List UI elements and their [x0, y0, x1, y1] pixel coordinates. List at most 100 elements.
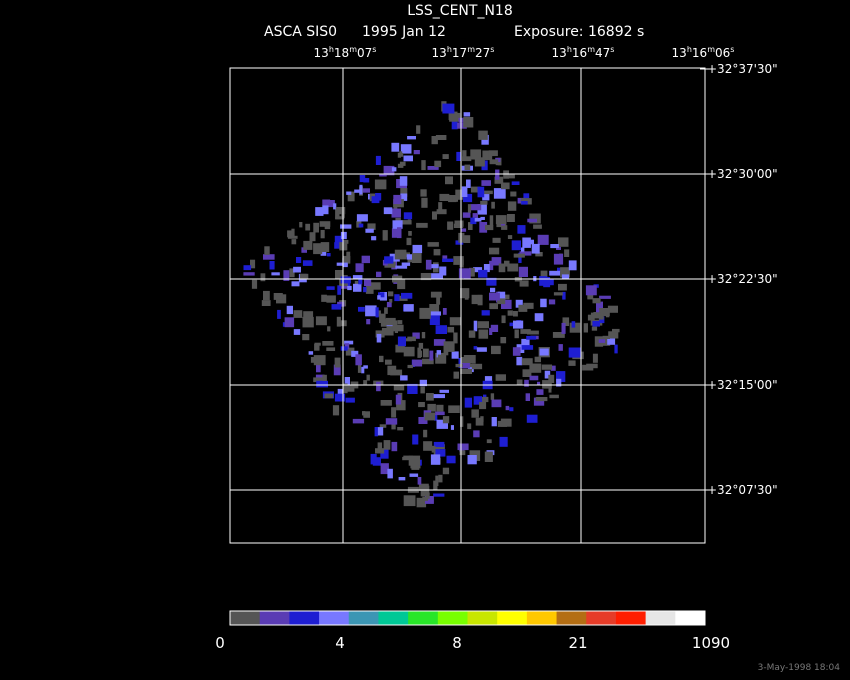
pixel-blob [340, 276, 351, 284]
pixel-blob [542, 380, 552, 389]
pixel-blob [326, 200, 335, 208]
pixel-blob [463, 355, 476, 364]
pixel-blob [327, 326, 331, 332]
pixel-blob [478, 329, 489, 339]
pixel-blob [497, 420, 507, 427]
ra-label-part: m [349, 45, 357, 54]
pixel-blob [261, 300, 271, 306]
pixel-blob [426, 393, 434, 401]
pixel-blob [356, 214, 368, 222]
pixel-blob [412, 359, 423, 367]
pixel-blob [473, 267, 483, 273]
pixel-blob [591, 326, 598, 331]
pixel-blob [529, 239, 534, 245]
pixel-blob [418, 402, 425, 408]
pixel-blob [420, 485, 430, 497]
pixel-blob [479, 222, 488, 233]
pixel-blob [433, 493, 445, 497]
pixel-blob [556, 246, 561, 250]
pixel-blob [585, 285, 597, 296]
pixel-blob [469, 267, 475, 277]
dec-label: +32°07'30" [707, 483, 778, 497]
pixel-blob [391, 142, 400, 152]
pixel-blob [592, 320, 600, 327]
pixel-blob [477, 294, 483, 306]
pixel-blob [511, 181, 520, 185]
pixel-blob [399, 151, 404, 157]
pixel-blob [374, 179, 387, 190]
pixel-blob [447, 221, 454, 230]
pixel-blob [401, 292, 413, 299]
pixel-blob [515, 299, 523, 308]
colorbar-swatch [526, 611, 558, 625]
pixel-blob [392, 220, 403, 229]
pixel-blob [384, 307, 388, 314]
pixel-blob [395, 265, 408, 269]
pixel-blob [344, 343, 350, 350]
pixel-blob [504, 260, 510, 267]
pixel-blob [430, 311, 441, 316]
pixel-blob [436, 404, 444, 412]
pixel-blob [529, 213, 541, 224]
pixel-blob [436, 419, 448, 429]
pixel-blob [509, 407, 514, 412]
pixel-blob [464, 164, 471, 170]
pixel-blob [397, 279, 406, 290]
pixel-blob [326, 286, 335, 290]
pixel-blob [453, 371, 459, 379]
pixel-blob [355, 354, 362, 366]
pixel-blob [485, 224, 494, 231]
pixel-blob [391, 167, 397, 172]
pixel-blob [497, 291, 506, 300]
ra-label-part: s [490, 45, 494, 54]
pixel-blob [525, 393, 530, 401]
pixel-blob [403, 495, 416, 507]
pixel-blob [507, 235, 513, 239]
pixel-blob [380, 448, 389, 459]
pixel-blob [340, 224, 352, 229]
pixel-blob [393, 194, 402, 205]
pixel-blob [439, 266, 447, 276]
pixel-blob [391, 208, 401, 218]
pixel-blob [337, 285, 342, 295]
pixel-blob [500, 337, 507, 344]
pixel-blob [467, 204, 472, 213]
pixel-blob [468, 330, 476, 338]
pixel-blob [490, 393, 495, 400]
pixel-blob [478, 396, 489, 403]
pixel-blob [498, 263, 506, 273]
pixel-blob [463, 193, 473, 203]
pixel-blob [433, 441, 445, 447]
pixel-blob [470, 186, 480, 193]
pixel-blob [334, 357, 341, 368]
pixel-blob [445, 176, 453, 185]
pixel-blob [549, 270, 561, 276]
pixel-blob [474, 217, 482, 222]
pixel-blob [478, 130, 488, 140]
pixel-blob [357, 362, 362, 373]
ra-label-part: m [467, 45, 475, 54]
pixel-blob [313, 222, 319, 233]
pixel-blob [486, 439, 492, 444]
pixel-blob [449, 317, 461, 326]
pixel-blob [308, 351, 314, 355]
pixel-blob [488, 150, 498, 157]
pixel-blob [482, 192, 490, 201]
pixel-blob [419, 379, 427, 387]
pixel-blob [478, 269, 488, 278]
pixel-blob [553, 253, 564, 265]
pixel-blob [364, 279, 372, 286]
colorbar-swatch [378, 611, 409, 625]
pixel-blob [534, 356, 541, 363]
pixel-blob [473, 346, 478, 350]
pixel-blob [495, 215, 507, 225]
colorbar-swatch [615, 611, 647, 625]
pixel-blob [397, 320, 403, 325]
pixel-blob [430, 454, 441, 465]
pixel-blob [399, 176, 408, 186]
pixel-blob [398, 477, 406, 481]
pixel-blob [471, 294, 483, 305]
pixel-blob [427, 403, 436, 412]
pixel-blob [450, 425, 454, 430]
pixel-blob [543, 277, 551, 288]
